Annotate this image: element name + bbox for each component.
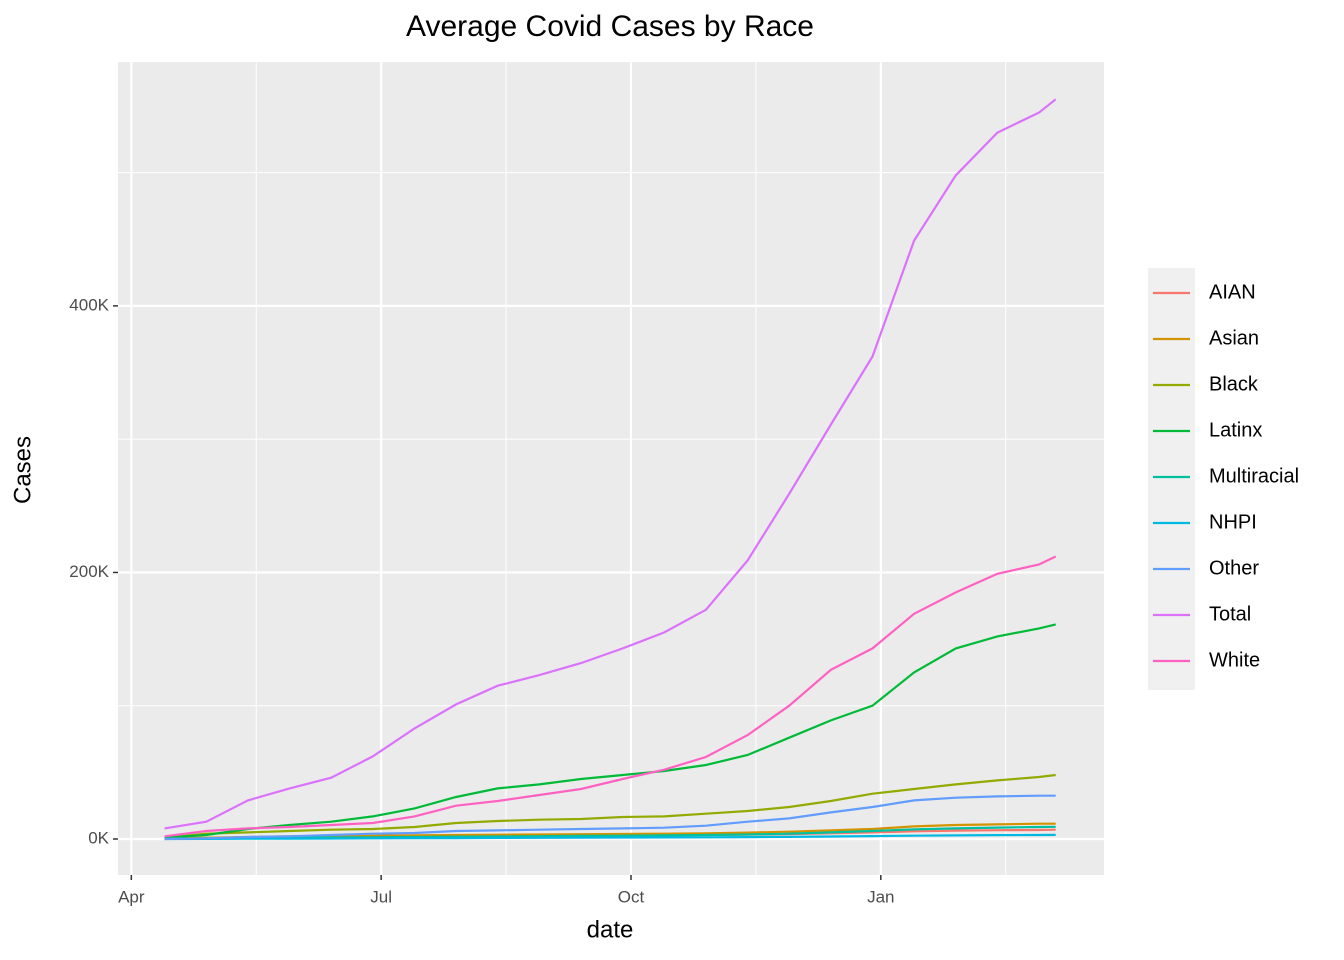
- x-tick-label: Oct: [618, 887, 645, 906]
- y-tick-label: 400K: [69, 295, 109, 314]
- series-line: [164, 98, 1057, 830]
- chart-title: Average Covid Cases by Race: [406, 10, 814, 43]
- y-tick-label: 200K: [69, 562, 109, 581]
- series-line: [164, 794, 1056, 841]
- x-axis-label: date: [587, 916, 634, 943]
- legend-background: [1148, 268, 1195, 690]
- legend-label: Other: [1209, 557, 1259, 579]
- series-line: [164, 623, 1056, 839]
- series-line: [164, 555, 1057, 838]
- legend-label: AIAN: [1209, 281, 1256, 303]
- plot-panel: [118, 62, 1104, 875]
- y-tick-label: 0K: [88, 828, 109, 847]
- legend-label: Multiracial: [1209, 465, 1299, 487]
- legend-label: White: [1209, 649, 1260, 671]
- series-line: [164, 773, 1056, 839]
- legend-label: Black: [1209, 373, 1259, 395]
- series-line: [164, 833, 1056, 841]
- legend-label: Latinx: [1209, 419, 1262, 441]
- x-tick-label: Jul: [370, 887, 392, 906]
- x-tick-label: Jan: [867, 887, 894, 906]
- legend-label: Asian: [1209, 327, 1259, 349]
- legend-label: Total: [1209, 603, 1251, 625]
- x-tick-label: Apr: [118, 887, 145, 906]
- y-axis-label: Cases: [9, 436, 36, 504]
- legend-label: NHPI: [1209, 511, 1257, 533]
